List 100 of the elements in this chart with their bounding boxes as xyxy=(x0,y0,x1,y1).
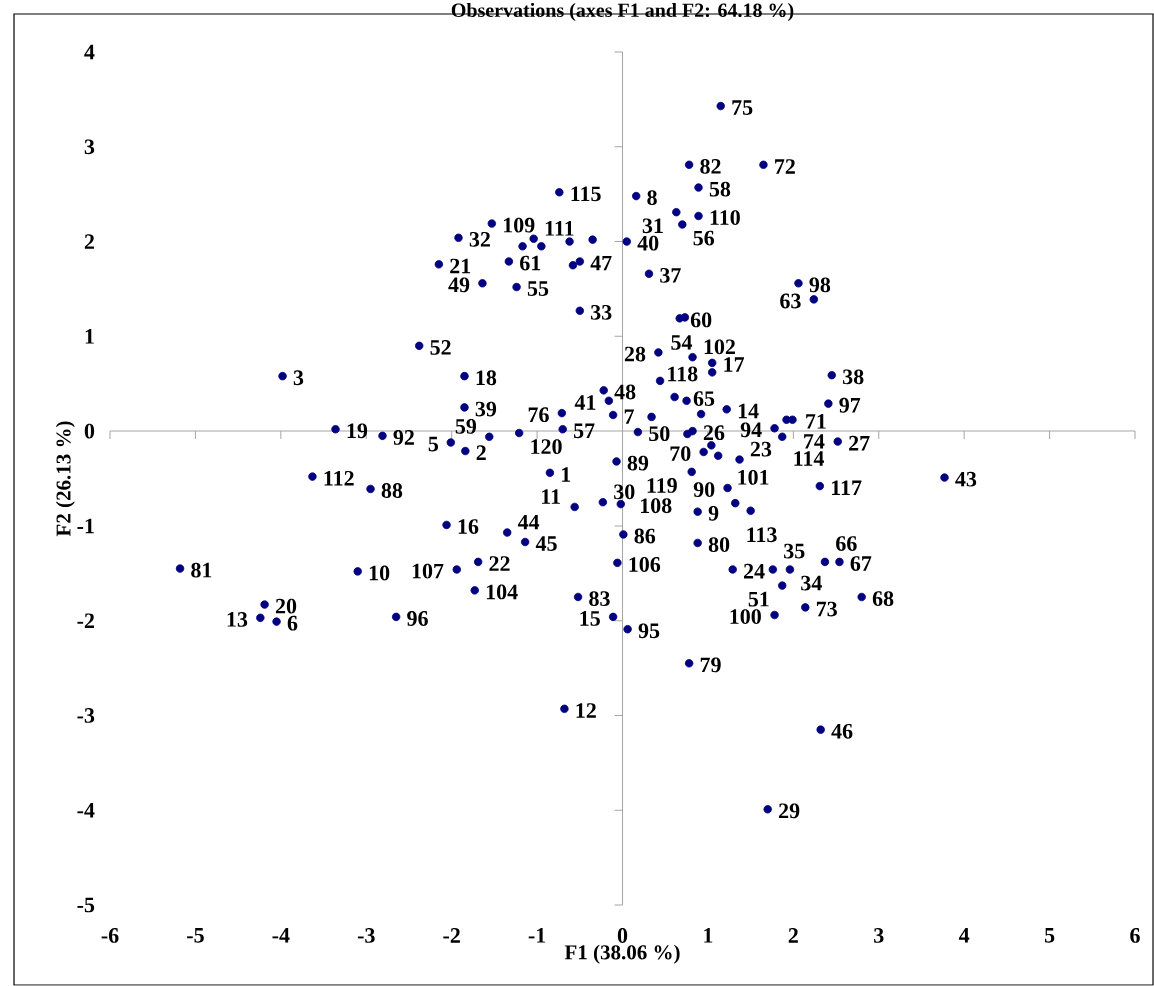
annotation: 88 xyxy=(381,483,403,498)
x-tick-label: 6 xyxy=(1130,928,1140,943)
x-tick-label: 1 xyxy=(704,928,713,943)
annotation: 10 xyxy=(369,565,390,581)
annotation: 18 xyxy=(476,370,497,386)
annotation: 52 xyxy=(430,340,451,355)
y-axis-title: F2 (26.13 %) xyxy=(55,421,75,537)
annotation: 97 xyxy=(839,397,861,413)
annotation: 7 xyxy=(624,409,634,424)
annotation: 9 xyxy=(708,505,719,521)
annotation: 5 xyxy=(428,436,439,452)
x-tick-label: 3 xyxy=(874,928,884,943)
annotation: 76 xyxy=(528,407,549,423)
annotation: 79 xyxy=(700,657,721,673)
annotation: 61 xyxy=(520,255,541,271)
annotation: 66 xyxy=(836,536,857,551)
annotation: 49 xyxy=(448,277,470,293)
x-tick-label: -4 xyxy=(272,928,290,943)
y-tick-label: -3 xyxy=(77,708,95,723)
x-axis-title: F1 (38.06 %) xyxy=(564,944,680,964)
annotation: 73 xyxy=(816,601,837,617)
annotation: 26 xyxy=(703,425,725,441)
annotation: 3 xyxy=(293,370,304,386)
annotation: 72 xyxy=(775,159,795,174)
annotation: 2 xyxy=(476,445,486,460)
annotation: 34 xyxy=(801,575,822,591)
annotation: 82 xyxy=(700,158,721,174)
annotation: 38 xyxy=(842,369,864,385)
annotation: 89 xyxy=(627,455,649,471)
y-tick-label: 3 xyxy=(84,139,95,155)
annotation: 8 xyxy=(647,190,657,206)
annotation: 98 xyxy=(809,277,831,293)
annotation: 113 xyxy=(747,527,777,543)
annotation: 81 xyxy=(191,562,212,578)
annotation: 30 xyxy=(614,484,635,500)
x-tick-label: -5 xyxy=(187,928,204,943)
annotation: 16 xyxy=(458,519,479,534)
annotation: 13 xyxy=(227,612,248,627)
annotation: 65 xyxy=(693,391,715,406)
annotation: 44 xyxy=(517,514,540,530)
annotation: 24 xyxy=(744,563,765,579)
annotation: 48 xyxy=(614,384,636,400)
annotation: 109 xyxy=(503,217,535,233)
annotation: 120 xyxy=(531,439,562,455)
annotation: 56 xyxy=(693,230,715,246)
annotation: 15 xyxy=(580,611,600,626)
annotation: 40 xyxy=(637,235,659,251)
y-tick-label: -1 xyxy=(77,518,94,534)
annotation: 75 xyxy=(732,100,753,115)
annotation: 43 xyxy=(955,471,977,487)
annotation: 96 xyxy=(407,611,428,626)
annotation: 35 xyxy=(784,543,805,559)
annotation: 11 xyxy=(542,489,560,504)
annotation: 68 xyxy=(872,591,894,607)
annotation: 60 xyxy=(690,312,712,328)
y-tick-label: 4 xyxy=(84,44,95,60)
x-tick-label: -6 xyxy=(101,928,119,943)
annotation: 1 xyxy=(562,467,571,482)
annotation: 6 xyxy=(287,615,298,631)
y-tick-label: 2 xyxy=(84,234,94,249)
annotation: 29 xyxy=(779,803,800,819)
annotation: 101 xyxy=(738,469,769,485)
annotation: 31 xyxy=(642,218,663,234)
x-tick-label: 2 xyxy=(788,928,798,943)
annotation: 59 xyxy=(455,419,477,434)
y-tick-label: -2 xyxy=(77,613,94,628)
annotation: 114 xyxy=(794,451,824,466)
annotation: 117 xyxy=(831,480,862,495)
x-tick-label: -2 xyxy=(443,928,460,943)
annotation: 102 xyxy=(704,339,735,355)
x-tick-label: -1 xyxy=(528,928,546,943)
x-tick-label: 4 xyxy=(958,928,970,943)
annotation: 14 xyxy=(738,403,759,419)
annotation: 80 xyxy=(708,537,730,552)
annotation: 119 xyxy=(647,478,677,493)
annotation: 118 xyxy=(668,366,698,382)
annotation: 57 xyxy=(573,423,595,439)
annotation: 27 xyxy=(849,435,870,451)
annotation: 115 xyxy=(571,186,601,202)
annotation: 111 xyxy=(545,221,574,236)
annotation: 39 xyxy=(475,401,497,417)
annotation: 110 xyxy=(710,210,740,226)
annotation: 33 xyxy=(591,304,612,320)
annotation: 23 xyxy=(750,441,772,457)
annotation: 28 xyxy=(624,346,646,362)
annotation: 67 xyxy=(850,556,872,571)
annotation: 46 xyxy=(831,723,853,739)
annotation: 104 xyxy=(486,584,518,600)
annotation: 20 xyxy=(275,598,297,614)
annotation: 58 xyxy=(709,181,731,197)
annotation: 12 xyxy=(576,703,596,718)
annotation: 108 xyxy=(640,498,672,514)
annotation: 32 xyxy=(469,232,490,247)
annotation: 70 xyxy=(670,446,691,461)
annotation: 94 xyxy=(740,422,762,438)
annotation: 90 xyxy=(693,482,715,498)
y-tick-label: 1 xyxy=(85,329,94,344)
annotation: 71 xyxy=(806,414,826,429)
annotation: 21 xyxy=(450,258,471,274)
annotation: 83 xyxy=(589,591,610,607)
